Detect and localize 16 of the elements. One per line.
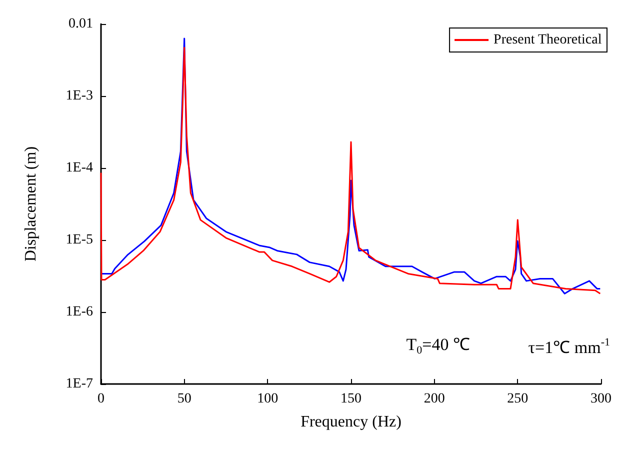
x-tick-label: 300 (590, 392, 612, 406)
y-tick-label: 0.01 (68, 16, 93, 32)
x-axis-title: Frequency (Hz) (300, 414, 402, 430)
x-tick-label: 150 (340, 392, 362, 406)
x-tick-label: 200 (424, 392, 445, 406)
x-tick-label: 50 (177, 392, 192, 406)
y-axis-title: Displacement (m) (22, 146, 40, 262)
y-tick-label: 1E-4 (66, 160, 93, 176)
y-tick-label: 1E-3 (66, 88, 93, 104)
legend-label: Present Theoretical (494, 32, 602, 48)
x-tick-label: 250 (507, 392, 528, 406)
x-tick-label: 100 (257, 392, 278, 406)
x-tick-label: 0 (98, 392, 104, 406)
y-tick-label: 1E-6 (66, 304, 93, 320)
y-tick-label: 1E-5 (66, 232, 93, 248)
y-tick-label: 1E-7 (66, 376, 93, 392)
